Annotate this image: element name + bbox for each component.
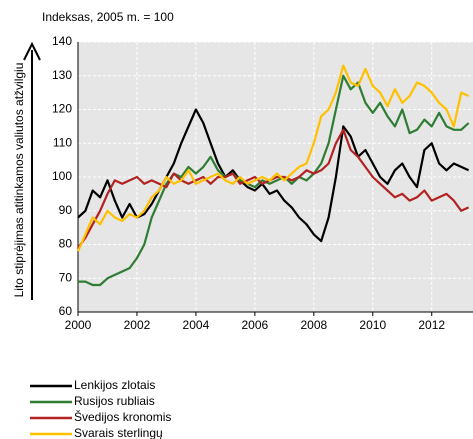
- series-line: [76, 64, 470, 252]
- x-tick-label: 2000: [65, 318, 92, 332]
- chart-title: Indeksas, 2005 m. = 100: [42, 10, 174, 24]
- y-tick-label: 100: [52, 169, 72, 183]
- y-tick-label: 120: [52, 102, 72, 116]
- series-line: [77, 108, 470, 243]
- x-tick-label: 2006: [242, 318, 269, 332]
- series-line: [78, 74, 470, 287]
- y-tick-label: 80: [59, 237, 73, 251]
- x-tick-label: 2002: [124, 318, 151, 332]
- legend-label: Svarais sterlingų: [74, 426, 163, 439]
- x-tick-label: 2012: [418, 318, 445, 332]
- legend-label: Lenkijos zlotais: [74, 378, 155, 392]
- x-tick-label: 2010: [359, 318, 386, 332]
- y-tick-label: 130: [52, 68, 72, 82]
- legend-label: Rusijos rubliais: [74, 394, 155, 408]
- y-tick-label: 90: [59, 203, 73, 217]
- x-tick-label: 2008: [300, 318, 327, 332]
- x-tick-label: 2004: [183, 318, 210, 332]
- y-axis-label: Lito stiprėjimas atitinkamos valiutos at…: [12, 63, 26, 298]
- y-tick-label: 60: [59, 304, 73, 318]
- y-tick-label: 140: [52, 34, 72, 48]
- y-tick-label: 110: [53, 135, 72, 149]
- y-tick-label: 70: [59, 270, 73, 284]
- legend-label: Švedijos kronomis: [74, 409, 171, 424]
- axis-arrow-head: [23, 41, 41, 61]
- series-line: [77, 128, 470, 249]
